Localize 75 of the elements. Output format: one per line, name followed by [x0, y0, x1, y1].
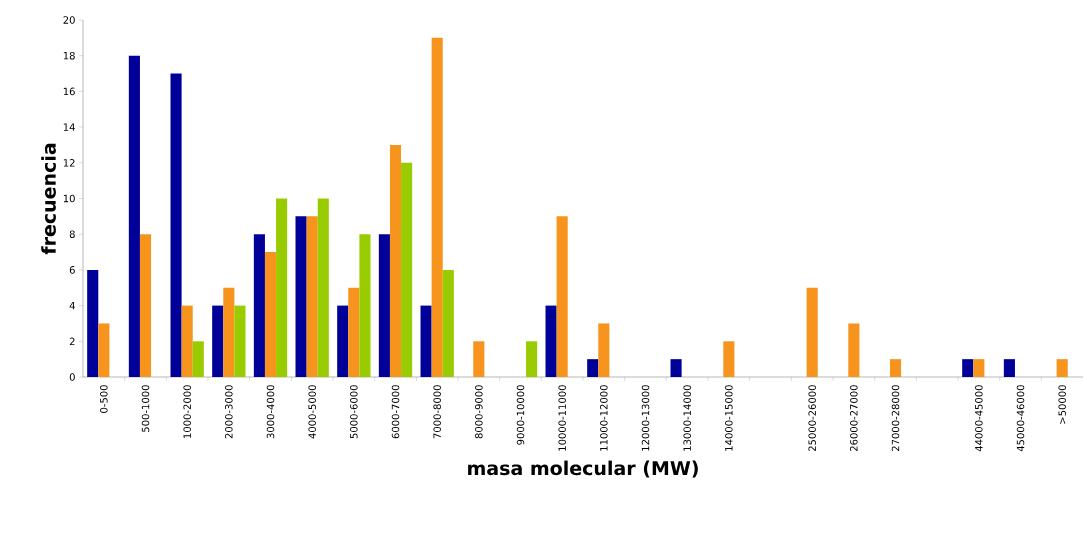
x-tick-label: 8000-9000 [475, 385, 483, 439]
bar [401, 162, 413, 377]
x-tick-label: 25000-26000 [808, 385, 816, 452]
x-tick-label: 11000-12000 [600, 385, 608, 451]
x-tick-label: 6000-7000 [391, 385, 400, 439]
bar [212, 305, 224, 377]
bar [295, 216, 307, 377]
y-tick-label: 2 [69, 337, 75, 346]
bar [431, 37, 443, 377]
bar [348, 287, 360, 377]
bar [473, 341, 485, 377]
x-tick-label: 14000-15000 [725, 385, 733, 451]
bar [1003, 359, 1015, 377]
x-tick-label: 3000-4000 [266, 385, 275, 439]
x-tick-label: 44000-45000 [975, 385, 983, 452]
bar [973, 359, 985, 377]
bar [442, 269, 454, 377]
x-axis-title: masa molecular (MW) [468, 460, 698, 478]
bar [276, 198, 288, 377]
y-tick-label: 8 [69, 230, 75, 238]
bar [420, 305, 432, 377]
bar [378, 234, 390, 377]
bar [556, 216, 568, 377]
bar [526, 341, 538, 377]
x-tick-label: 26000-27000 [850, 385, 858, 452]
bar [306, 216, 318, 377]
bar [389, 144, 402, 377]
bar [359, 234, 371, 377]
x-tick-label: 500-1000 [141, 385, 150, 432]
y-tick-label: 12 [63, 159, 75, 167]
bar [234, 305, 246, 377]
bar [181, 305, 193, 377]
bar [848, 323, 860, 377]
bar [806, 287, 818, 377]
x-tick-label: 10000-11000 [558, 385, 566, 451]
bar [1056, 359, 1068, 377]
bar [337, 305, 349, 377]
bar [87, 269, 99, 377]
bar [317, 198, 329, 377]
bar [670, 359, 682, 377]
bar [170, 73, 182, 377]
bar [545, 305, 557, 377]
bar [587, 359, 599, 377]
y-tick-label: 14 [63, 123, 75, 131]
bar [98, 323, 110, 377]
y-axis-title: frecuencia [41, 143, 56, 255]
bar [598, 323, 610, 377]
bar [192, 341, 204, 377]
x-tick-label: >50000 [1058, 385, 1066, 424]
x-tick-label: 13000-14000 [683, 385, 691, 451]
y-tick-label: 16 [63, 87, 75, 96]
y-tick-label: 0 [69, 373, 75, 381]
x-tick-label: 1000-2000 [183, 385, 191, 438]
x-tick-label: 9000-10000 [516, 385, 525, 445]
x-tick-label: 45000-46000 [1016, 385, 1025, 452]
bar [723, 341, 735, 377]
x-tick-label: 7000-8000 [433, 385, 441, 439]
bar [223, 287, 235, 377]
bar [128, 55, 140, 377]
bar [139, 234, 152, 377]
y-tick-label: 20 [63, 16, 75, 24]
y-tick-label: 6 [69, 266, 75, 274]
x-tick-label: 5000-6000 [350, 385, 358, 439]
x-tick-label: 27000-28000 [891, 385, 900, 452]
y-tick-label: 10 [63, 194, 75, 203]
x-tick-label: 4000-5000 [308, 385, 316, 439]
bar [889, 359, 902, 377]
y-tick-label: 18 [63, 51, 75, 60]
bar [264, 252, 277, 377]
x-tick-label: 0-500 [100, 385, 108, 413]
x-tick-label: 12000-13000 [641, 385, 650, 451]
x-tick-label: 2000-3000 [225, 385, 233, 439]
bar [962, 359, 974, 377]
y-tick-label: 4 [69, 301, 75, 310]
bar [253, 234, 265, 377]
